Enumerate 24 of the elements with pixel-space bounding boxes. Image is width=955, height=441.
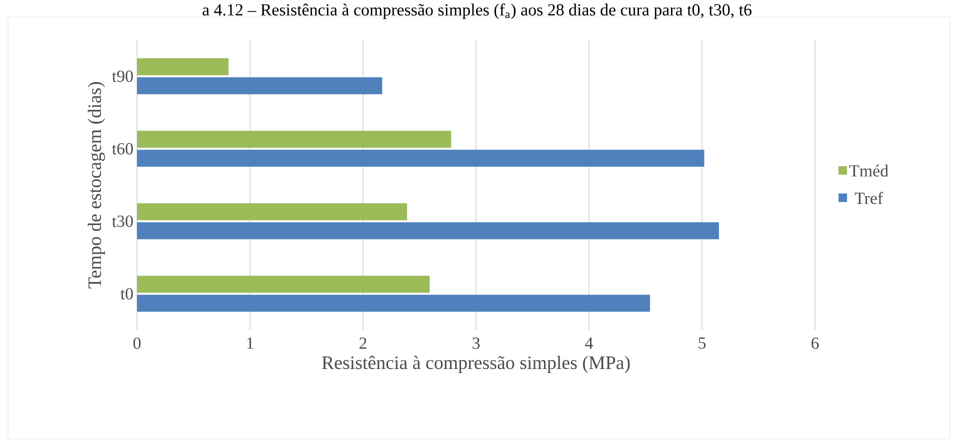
bar bbox=[137, 276, 430, 293]
x-tick-label: 3 bbox=[472, 338, 480, 349]
x-tick-label: 4 bbox=[585, 338, 593, 349]
bar bbox=[137, 77, 382, 94]
y-tick-label: t0 bbox=[120, 288, 133, 300]
legend-label: Tref bbox=[854, 192, 884, 204]
x-axis-title: Resistência à compressão simples (MPa) bbox=[322, 356, 630, 373]
x-tick-label: 0 bbox=[133, 338, 141, 349]
x-tick-label: 1 bbox=[247, 338, 254, 349]
y-tick-label: t60 bbox=[112, 143, 133, 154]
y-tick-label: t30 bbox=[112, 216, 133, 227]
y-axis-title: Tempo de estocagem (dias) bbox=[88, 82, 105, 288]
legend-label: Tméd bbox=[849, 164, 888, 177]
x-tick-label: 2 bbox=[360, 338, 366, 349]
y-tick-label: t90 bbox=[112, 70, 133, 82]
bar bbox=[137, 294, 650, 312]
x-tick-label: 6 bbox=[812, 338, 819, 349]
bar bbox=[137, 222, 719, 240]
x-tick-label: 5 bbox=[698, 338, 706, 349]
bar bbox=[137, 130, 452, 148]
chart-title: a 4.12 – Resistência à compressão simples (f$_{a}$) aos 28 dias de cura para t0, t30, t6 bbox=[202, 4, 752, 20]
bar bbox=[137, 203, 408, 220]
bar bbox=[137, 58, 229, 76]
bar bbox=[137, 150, 704, 167]
